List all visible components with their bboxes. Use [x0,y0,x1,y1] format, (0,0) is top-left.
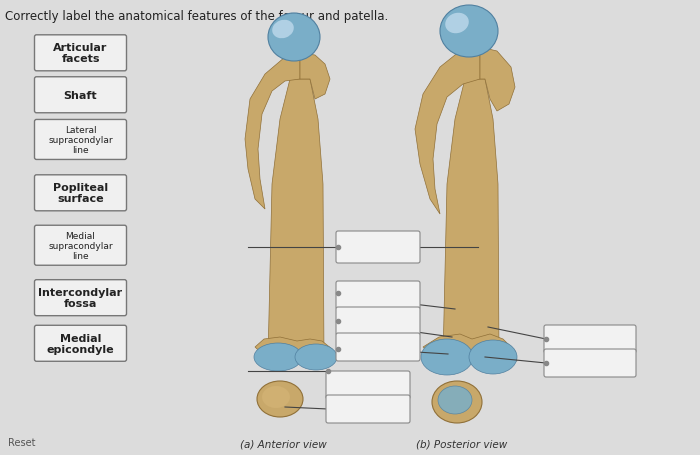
Text: (b) Posterior view: (b) Posterior view [416,439,508,449]
Text: Medial
supracondylar
line: Medial supracondylar line [48,231,113,260]
Ellipse shape [262,386,290,408]
Polygon shape [423,334,517,361]
FancyBboxPatch shape [326,371,410,399]
FancyBboxPatch shape [34,36,127,71]
FancyBboxPatch shape [34,78,127,113]
FancyBboxPatch shape [326,395,410,423]
Ellipse shape [295,344,337,370]
Polygon shape [480,48,515,112]
FancyBboxPatch shape [34,280,127,316]
Ellipse shape [254,343,302,371]
Ellipse shape [440,6,498,58]
Ellipse shape [469,340,517,374]
Text: Shaft: Shaft [64,91,97,101]
Text: Medial
epicondyle: Medial epicondyle [47,333,114,354]
FancyBboxPatch shape [34,120,127,160]
FancyBboxPatch shape [544,325,636,353]
Ellipse shape [432,381,482,423]
FancyBboxPatch shape [336,333,420,361]
FancyBboxPatch shape [544,349,636,377]
Ellipse shape [438,386,472,414]
Polygon shape [245,54,300,210]
Text: Reset: Reset [8,437,36,447]
FancyBboxPatch shape [336,232,420,263]
Polygon shape [415,48,480,214]
Ellipse shape [445,14,469,34]
Text: Correctly label the anatomical features of the femur and patella.: Correctly label the anatomical features … [5,10,388,23]
Polygon shape [255,337,334,359]
FancyBboxPatch shape [336,307,420,335]
Ellipse shape [272,20,294,39]
Text: Articular
facets: Articular facets [53,43,108,64]
Text: Intercondylar
fossa: Intercondylar fossa [38,288,122,308]
Polygon shape [443,80,499,359]
FancyBboxPatch shape [336,281,420,309]
Polygon shape [268,80,324,359]
Ellipse shape [421,339,473,375]
Ellipse shape [257,381,303,417]
Text: Lateral
supracondylar
line: Lateral supracondylar line [48,126,113,155]
FancyBboxPatch shape [34,176,127,211]
FancyBboxPatch shape [34,226,127,266]
Text: Popliteal
surface: Popliteal surface [53,183,108,204]
Ellipse shape [268,14,320,62]
Polygon shape [300,54,330,100]
Text: (a) Anterior view: (a) Anterior view [239,439,326,449]
FancyBboxPatch shape [34,326,127,361]
